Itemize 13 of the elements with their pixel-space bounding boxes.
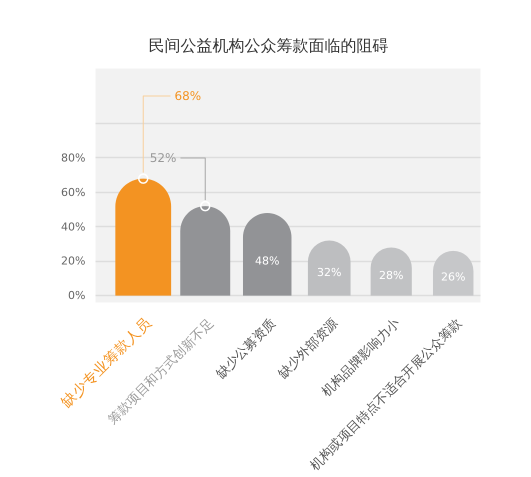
data-label: 32% — [317, 266, 342, 279]
data-label: 26% — [440, 270, 466, 284]
chart-title: 民间公益机构公众筹款面临的阻碍 — [148, 36, 388, 55]
y-tick-label: 20% — [61, 254, 86, 268]
y-tick-label: 80% — [61, 151, 86, 164]
data-label: 68% — [174, 89, 202, 104]
data-label: 48% — [255, 254, 280, 268]
data-label: 52% — [150, 150, 176, 165]
y-tick-label: 0% — [68, 289, 86, 302]
data-label: 28% — [379, 268, 404, 282]
x-tick-label: 缺少公募资质 — [212, 315, 279, 381]
y-tick-label: 60% — [61, 186, 86, 199]
y-tick-label: 40% — [61, 220, 86, 234]
